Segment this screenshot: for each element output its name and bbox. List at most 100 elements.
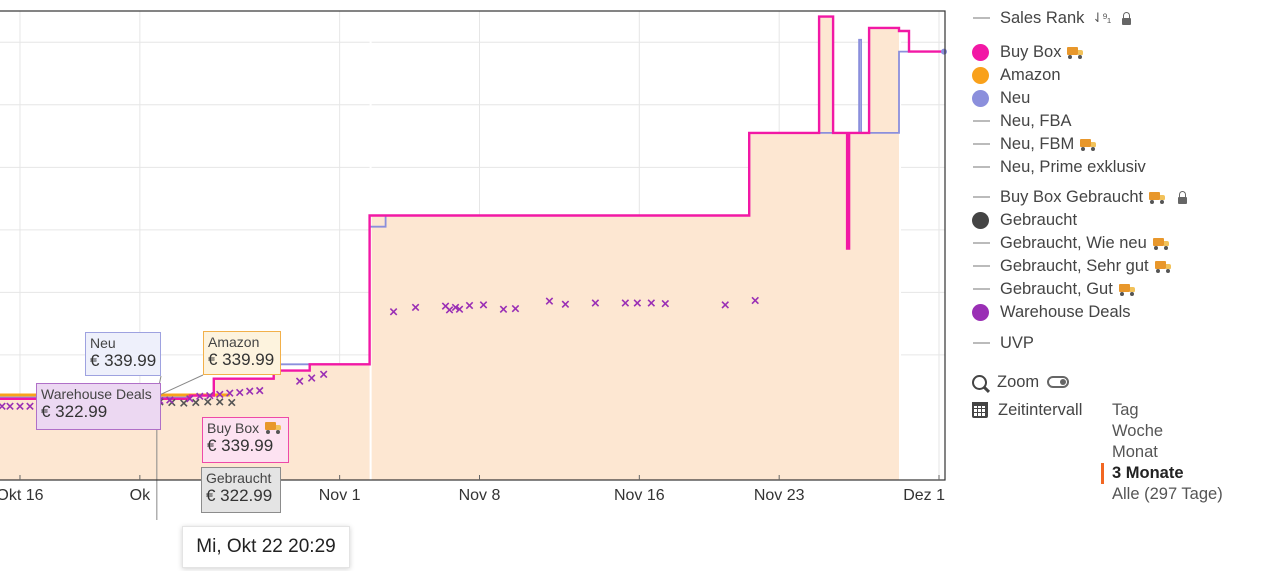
x-tick-label: Dez 1 xyxy=(903,487,945,504)
buy-box-area xyxy=(0,16,900,480)
dot-marker-icon xyxy=(972,303,989,321)
tooltip-amazon-value: € 339.99 xyxy=(208,350,275,369)
dot-marker-icon xyxy=(972,89,989,107)
gebraucht-point xyxy=(180,399,188,407)
warehouse-deals-point xyxy=(166,396,174,404)
zoom-control[interactable]: Zoom xyxy=(972,371,1070,393)
x-tick-label: Okt 16 xyxy=(0,487,44,504)
warehouse-deals-point xyxy=(445,306,454,314)
warehouse-deals-point xyxy=(245,387,254,395)
warehouse-deals-point xyxy=(751,296,759,305)
tooltip-neu: Neu € 339.99 xyxy=(85,332,161,376)
legend-item-label: Sales Rank xyxy=(1000,8,1085,27)
warehouse-deals-point xyxy=(721,301,729,309)
legend-item-label: Gebraucht xyxy=(1000,210,1078,229)
gap-marker xyxy=(899,11,902,480)
legend-item-neu-fbm[interactable]: Neu, FBM xyxy=(972,133,1097,155)
interval-control: Zeitintervall xyxy=(972,399,1082,421)
lock-icon xyxy=(1178,190,1188,204)
legend-item-label: Gebraucht, Wie neu xyxy=(1000,233,1147,252)
warehouse-deals-point xyxy=(6,402,14,410)
series-line-buy-box[interactable] xyxy=(0,15,945,400)
dot-marker-icon xyxy=(972,211,989,229)
legend-item-neu[interactable]: Neu xyxy=(972,87,1030,109)
search-icon xyxy=(972,374,987,390)
gebraucht-point xyxy=(216,398,224,406)
warehouse-deals-point xyxy=(225,389,234,397)
tooltip-neu-value: € 339.99 xyxy=(90,351,157,370)
tooltip-buy-box: Buy Box € 339.99 xyxy=(202,417,289,463)
zoom-label: Zoom xyxy=(997,372,1040,391)
legend-item-neu-fba[interactable]: Neu, FBA xyxy=(972,110,1072,132)
gebraucht-point xyxy=(204,398,212,406)
truck-icon xyxy=(1067,46,1084,59)
tooltip-warehouse-deals-label: Warehouse Deals xyxy=(41,386,152,402)
warehouse-deals-point xyxy=(319,370,328,379)
warehouse-deals-point xyxy=(0,402,6,410)
truck-icon xyxy=(265,421,282,434)
legend-item-label: Amazon xyxy=(1000,65,1061,84)
legend-item-sales-rank[interactable]: Sales Rank ⇃⁹₁ xyxy=(972,7,1132,29)
interval-option[interactable]: Monat xyxy=(1112,443,1158,461)
legend-item-label: Neu xyxy=(1000,88,1031,107)
legend-item-neu-prime-exklusiv[interactable]: Neu, Prime exklusiv xyxy=(972,156,1146,178)
legend-item-gebraucht-sehr-gut[interactable]: Gebraucht, Sehr gut xyxy=(972,255,1172,277)
warehouse-deals-point xyxy=(26,402,34,410)
sort-icon[interactable]: ⇃⁹₁ xyxy=(1092,10,1111,25)
warehouse-deals-point xyxy=(255,386,264,395)
line-marker-icon xyxy=(973,196,990,198)
calendar-icon xyxy=(972,402,988,418)
legend-item-warehouse-deals[interactable]: Warehouse Deals xyxy=(972,301,1131,323)
toggle-icon[interactable] xyxy=(1047,376,1070,388)
legend-item-label: UVP xyxy=(1000,333,1034,352)
warehouse-deals-point xyxy=(499,305,508,314)
legend-item-buy-box[interactable]: Buy Box xyxy=(972,41,1084,63)
warehouse-deals-point xyxy=(451,303,460,312)
legend-item-gebraucht-wie-neu[interactable]: Gebraucht, Wie neu xyxy=(972,232,1170,254)
interval-option[interactable]: 3 Monate xyxy=(1101,463,1223,484)
plot-border xyxy=(0,10,946,481)
dot-marker-icon xyxy=(972,43,989,61)
line-marker-icon xyxy=(973,143,990,145)
truck-icon xyxy=(1080,138,1097,151)
tooltip-hover-date: Mi, Okt 22 20:29 xyxy=(182,526,350,568)
price-chart[interactable]: Okt 16 Ok Nov 1 Nov 8 Nov 16 Nov 23 Dez 1 xyxy=(0,0,950,520)
legend-item-gebraucht-gut[interactable]: Gebraucht, Gut xyxy=(972,278,1136,300)
truck-icon xyxy=(1154,260,1172,273)
interval-option[interactable]: Tag xyxy=(1112,401,1139,419)
x-tick-label: Nov 23 xyxy=(754,487,805,504)
warehouse-deals-point xyxy=(661,299,670,308)
legend-item-label: Neu, Prime exklusiv xyxy=(1000,157,1146,176)
dot-marker-icon xyxy=(972,66,989,84)
warehouse-deals-point xyxy=(633,299,642,307)
truck-icon xyxy=(1149,191,1166,204)
legend-item-amazon[interactable]: Amazon xyxy=(972,64,1061,86)
gebraucht-point xyxy=(227,398,236,407)
warehouse-deals-point xyxy=(235,388,244,397)
interval-option[interactable]: Woche xyxy=(1112,422,1164,440)
line-marker-icon xyxy=(973,120,990,122)
legend-item-buy-box-gebraucht[interactable]: Buy Box Gebraucht xyxy=(972,186,1188,208)
interval-option[interactable]: Alle (297 Tage) xyxy=(1112,485,1223,503)
series-end-point xyxy=(941,48,947,55)
legend-item-label: Gebraucht, Sehr gut xyxy=(1000,256,1149,275)
warehouse-deals-point xyxy=(479,301,488,309)
legend-item-label: Buy Box xyxy=(1000,42,1062,61)
x-tick-label: Nov 16 xyxy=(614,487,665,504)
tooltip-buy-box-label: Buy Box xyxy=(207,420,284,437)
interval-options: Tag Woche Monat 3 Monate Alle (297 Tage) xyxy=(1101,400,1223,505)
warehouse-deals-point xyxy=(186,394,194,403)
tooltip-warehouse-deals-value: € 322.99 xyxy=(41,402,108,421)
tooltip-neu-label: Neu xyxy=(90,335,116,351)
legend-item-gebraucht[interactable]: Gebraucht xyxy=(972,209,1077,231)
legend-item-uvp[interactable]: UVP xyxy=(972,332,1034,354)
tooltip-buy-box-value: € 339.99 xyxy=(207,436,274,455)
warehouse-deals-point xyxy=(545,297,554,305)
warehouse-deals-point xyxy=(196,392,204,400)
legend-item-label: Warehouse Deals xyxy=(1000,302,1131,321)
tooltip-gebraucht-label: Gebraucht xyxy=(206,470,272,486)
x-tick-label: Nov 1 xyxy=(319,487,361,504)
line-marker-icon xyxy=(973,242,990,244)
tooltip-amazon-label: Amazon xyxy=(208,334,260,350)
tooltip-warehouse-deals: Warehouse Deals € 322.99 xyxy=(36,383,161,430)
